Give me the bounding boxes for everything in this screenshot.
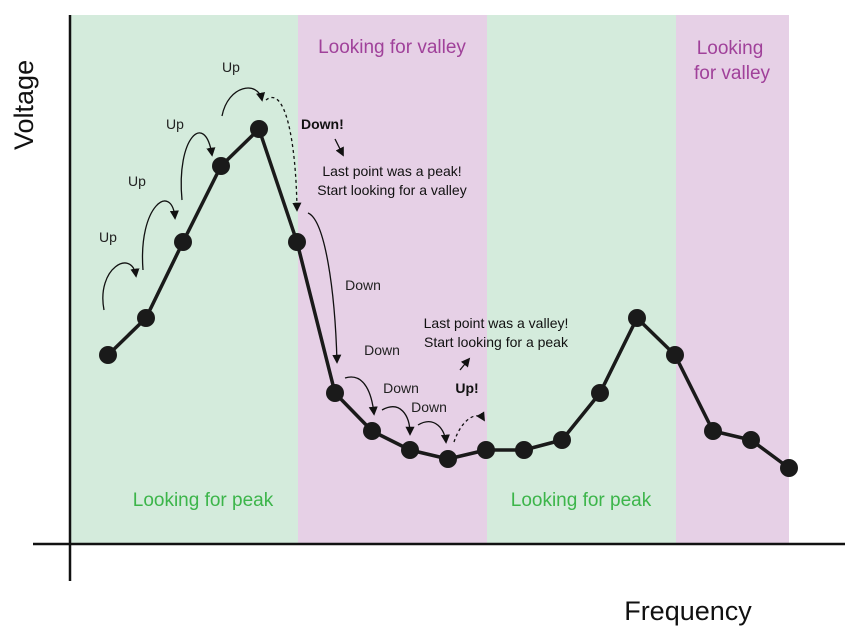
region-valley-1 — [298, 15, 487, 544]
data-point — [553, 431, 571, 449]
valley-found-note-line2: Start looking for a peak — [424, 334, 569, 350]
step-arrow-down-0 — [265, 97, 302, 212]
region-label-valley-1: Looking for valley — [318, 37, 466, 58]
region-label-valley-2-line1: Looking — [697, 38, 764, 59]
step-label-up-4: Up — [222, 59, 240, 75]
data-point — [326, 384, 344, 402]
down-trigger-arrow — [334, 138, 344, 157]
step-label-down-1: Down — [345, 277, 381, 293]
step-arrow-down-3 — [381, 406, 415, 436]
step-label-down-4: Down — [411, 399, 447, 415]
peak-found-note-line1: Last point was a peak! — [322, 163, 461, 179]
data-point — [515, 441, 533, 459]
signal-points — [99, 120, 798, 477]
step-arrow-up-2 — [141, 200, 179, 271]
data-point — [780, 459, 798, 477]
region-valley-2 — [676, 15, 789, 544]
up-trigger-arrow — [459, 357, 471, 371]
data-point — [250, 120, 268, 138]
down-trigger-label: Down! — [301, 116, 344, 132]
region-label-valley-2-line2: for valley — [694, 63, 771, 84]
region-label-peak-2: Looking for peak — [511, 490, 652, 511]
step-label-up-3: Up — [166, 116, 184, 132]
data-point — [99, 346, 117, 364]
step-label-down-2: Down — [364, 342, 400, 358]
step-arrow-up-5 — [453, 411, 485, 443]
data-point — [742, 431, 760, 449]
data-point — [704, 422, 722, 440]
step-label-up-1: Up — [99, 229, 117, 245]
data-point — [288, 233, 306, 251]
region-peak-1 — [70, 15, 298, 544]
step-label-down-3: Down — [383, 380, 419, 396]
data-point — [666, 346, 684, 364]
data-point — [591, 384, 609, 402]
valley-found-note-line1: Last point was a valley! — [424, 315, 569, 331]
data-point — [363, 422, 381, 440]
step-label-up-2: Up — [128, 173, 146, 189]
x-axis-title: Frequency — [624, 596, 752, 626]
up-trigger-label: Up! — [455, 380, 478, 396]
region-peak-2 — [487, 15, 676, 544]
data-point — [137, 309, 155, 327]
step-arrow-up-1 — [102, 262, 140, 311]
step-arrow-up-4 — [221, 87, 266, 117]
data-point — [401, 441, 419, 459]
data-point — [477, 441, 495, 459]
step-arrow-down-2 — [344, 376, 378, 416]
y-axis-title: Voltage — [9, 60, 39, 150]
step-arrow-up-3 — [180, 132, 216, 201]
peak-found-note-line2: Start looking for a valley — [317, 182, 466, 198]
data-point — [212, 157, 230, 175]
region-label-peak-1: Looking for peak — [133, 490, 274, 511]
step-arrow-down-4 — [417, 421, 450, 444]
data-point — [439, 450, 457, 468]
data-point — [174, 233, 192, 251]
step-arrow-down-1 — [307, 212, 342, 364]
data-point — [628, 309, 646, 327]
